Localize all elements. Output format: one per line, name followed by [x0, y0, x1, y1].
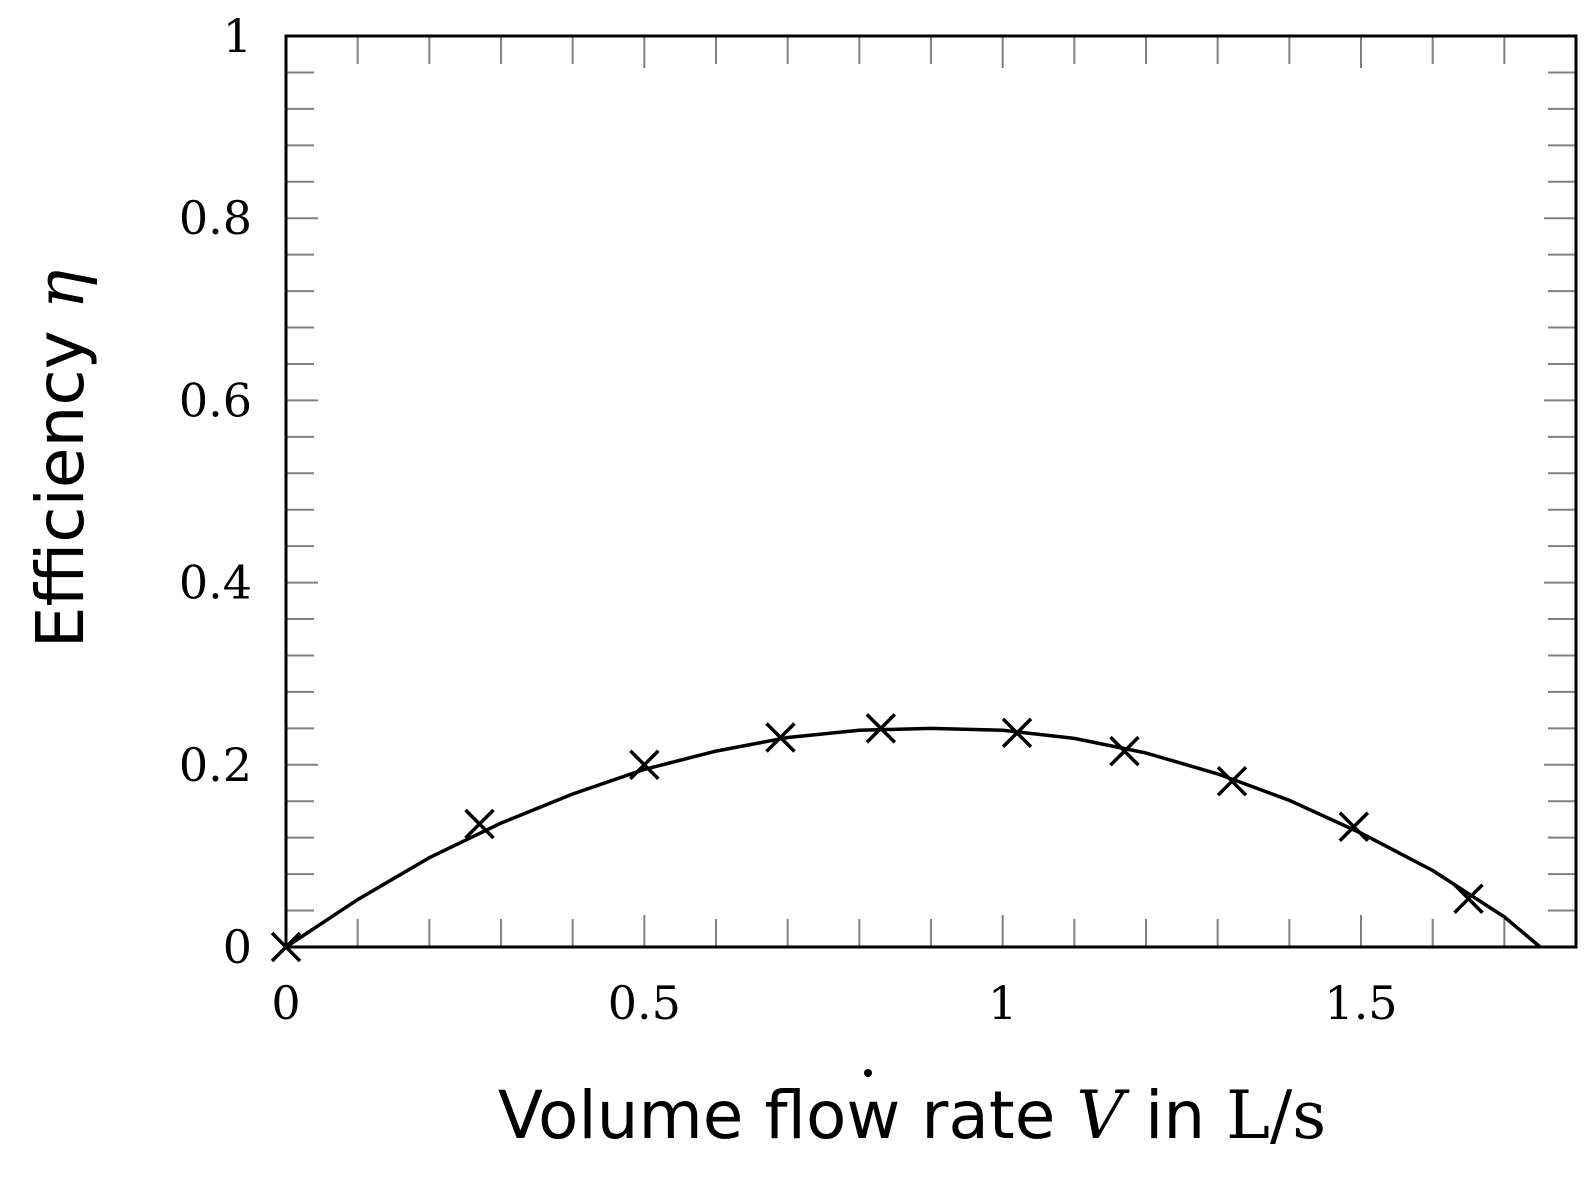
y-tick-label: 0	[223, 920, 252, 974]
data-markers	[270, 713, 1484, 963]
data-point-marker	[1001, 717, 1033, 749]
y-axis-label: Efficiency η	[22, 207, 99, 753]
x-axis-symbol-dot	[864, 1069, 872, 1077]
x-tick-label: 0.5	[608, 976, 681, 1030]
data-point-marker	[1338, 811, 1370, 842]
y-axis-symbol: η	[22, 270, 99, 310]
x-tick-label: 0	[271, 976, 300, 1030]
plot-frame	[284, 34, 1578, 949]
data-point-marker	[464, 808, 495, 840]
data-point-marker	[1453, 883, 1484, 914]
x-tick-label: 1	[988, 976, 1017, 1030]
fit-curve	[285, 726, 1542, 949]
fit-curve-layer	[285, 726, 1542, 949]
x-tick-label: 1.5	[1324, 976, 1397, 1030]
data-point-marker	[629, 749, 660, 781]
y-tick-label: 0.8	[179, 191, 252, 245]
y-tick-label: 0.6	[179, 373, 252, 427]
x-axis-label: Volume flow rate V in L/s	[498, 1077, 1326, 1154]
minor-ticks	[286, 36, 1576, 947]
y-tick-label: 0.2	[179, 738, 252, 792]
x-axis-unit: L/s	[1226, 1077, 1326, 1154]
x-axis-label-prefix: Volume flow rate	[498, 1077, 1076, 1154]
y-tick-label: 0.4	[179, 556, 252, 610]
data-point-marker	[1109, 735, 1140, 767]
x-axis-label-middle: in	[1124, 1077, 1226, 1154]
data-point-marker	[270, 931, 302, 963]
y-tick-label: 1	[223, 9, 252, 63]
data-point-marker	[865, 713, 897, 744]
y-tick-labels: 0 0.2 0.4 0.6 0.8 1	[179, 9, 252, 974]
data-point-marker	[765, 722, 796, 753]
x-tick-labels: 0 0.5 1 1.5	[271, 976, 1397, 1030]
major-ticks	[285, 35, 1576, 948]
data-point-marker	[1216, 765, 1248, 797]
y-axis-label-prefix: Efficiency	[22, 309, 99, 648]
x-axis-symbol: V	[1076, 1077, 1130, 1154]
